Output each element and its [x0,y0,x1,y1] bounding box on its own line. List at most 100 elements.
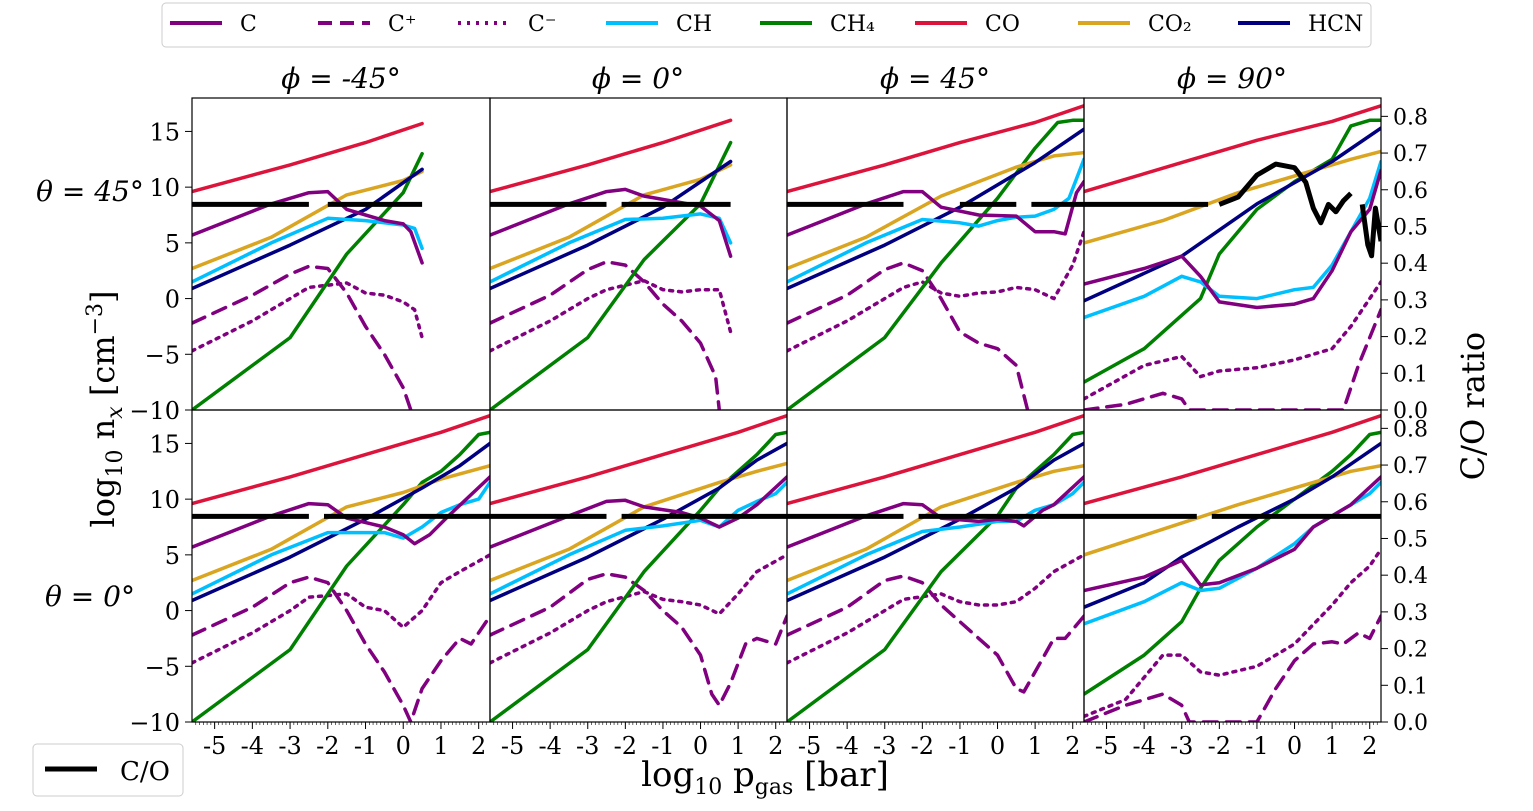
x-tick-label: 1 [730,732,745,760]
right-tick-label: 0.4 [1393,252,1428,277]
right-tick-label: 0.7 [1393,142,1428,167]
series-line-ch4 [490,140,733,410]
series-line-hcn [787,127,1084,291]
legend-label: C [240,12,257,37]
x-tick-label: 1 [1027,732,1042,760]
right-tick-label: 0.6 [1393,179,1428,204]
series-line-ch4 [192,430,490,722]
x-tick-label: -1 [354,732,377,760]
series-line-c-plus [1084,614,1381,722]
legend-label: HCN [1308,12,1363,37]
right-axis-label: C/O ratio [1454,332,1492,480]
series-line-co2 [490,461,787,583]
series-line-c-minus [1084,280,1381,401]
y-tick-label: −5 [145,341,180,369]
series-line-c [787,179,1084,237]
series-line-c-plus [490,260,722,410]
column-title-2: ϕ = 0° [592,62,684,95]
x-axis-label: log10 pgas [bar] [641,755,889,800]
series-line-c-minus [787,229,1084,353]
series-line-c [192,189,424,265]
series-line-c [1084,475,1381,593]
series-line-c-minus [490,553,787,665]
legend-entry-1: C [170,12,257,37]
series-line-ch4 [1084,118,1381,384]
x-tick-label: -5 [203,732,226,760]
series-line-c [490,475,787,549]
series-line-co [192,121,424,194]
right-tick-label: 0.3 [1393,601,1428,626]
series-line-co2 [1084,149,1381,245]
series-line-ch4 [1084,430,1381,696]
panel-r2-c3: -5 -4 -3 -2 -1 0 1 2 [786,409,1085,760]
panel-r1-c4: 0.8 0.7 0.6 0.5 0.4 0.3 0.2 0.1 0.0 [1083,97,1428,424]
legend-entry-6: CO [915,12,1020,37]
x-tick-label: -1 [1245,732,1268,760]
legend-label: C⁺ [388,12,416,37]
series-line-c-plus [192,575,490,722]
x-tick-label: -2 [316,732,339,760]
series-line-co2 [1084,463,1381,557]
series-line-hcn [490,159,733,291]
x-tick-label: 1 [1324,732,1339,760]
x-tick-label: -4 [1132,732,1155,760]
co-ratio-line [1084,161,1381,259]
x-tick-label: -4 [538,732,561,760]
series-line-hcn [1084,441,1381,609]
series-line-ch [192,216,424,284]
series-line-ch4 [787,118,1084,410]
legend-entry-7: CO₂ [1078,12,1192,37]
x-tick-label: -5 [1095,732,1118,760]
x-tick-label: 2 [1065,732,1080,760]
series-line-hcn [490,441,787,603]
legend-entry-8: HCN [1238,12,1363,37]
x-tick-label: -5 [501,732,524,760]
y-tick-label: 15 [149,430,180,458]
x-tick-label: 2 [471,732,486,760]
right-tick-label: 0.7 [1393,454,1428,479]
x-tick-label: -3 [1170,732,1193,760]
series-line-ch [490,212,733,284]
x-tick-label: -2 [614,732,637,760]
right-tick-label: 0.6 [1393,491,1428,516]
y-tick-label: −10 [129,397,180,425]
legend-entry-3: C⁻ [458,12,556,37]
series-line-co [1084,104,1381,194]
panel-r1-c3 [786,97,1085,411]
legend-label: CO [985,12,1020,37]
x-tick-label: 1 [433,732,448,760]
x-tick-label: -2 [1208,732,1231,760]
panel-frame [786,409,1085,723]
panel-frame [1083,409,1382,723]
panel-r2-c4: -5 -4 -3 -2 -1 0 1 2 0.8 0.7 0.6 0.5 0.4 0.3 0.2 0.1 0.0 [1083,409,1428,760]
x-tick-label: 0 [396,732,411,760]
panel-r1-c2 [489,97,788,411]
series-line-c [1084,168,1381,310]
panel-frame [489,409,788,723]
panel-r1-c1: 15 10 5 0 −5 −10 [129,97,491,425]
x-tick-label: -4 [835,732,858,760]
row-label-2: θ = 0° [45,580,135,613]
series-line-c [787,475,1084,549]
series-line-c-plus [787,574,1084,694]
series-line-c-plus [1084,307,1381,410]
panel-frame [191,97,491,411]
series-line-c-plus [192,264,413,410]
y-tick-label: 5 [165,542,180,570]
x-tick-label: 2 [1362,732,1377,760]
right-tick-label: 0.5 [1393,215,1428,240]
column-title-1: ϕ = -45° [281,62,400,95]
co-legend-label: C/O [120,757,170,787]
panel-frame [191,409,491,723]
series-line-co2 [787,463,1084,583]
right-tick-label: 0.4 [1393,564,1428,589]
series-line-hcn [192,441,490,603]
x-tick-label: 0 [693,732,708,760]
legend-label: CH₄ [830,12,875,37]
x-tick-label: -5 [798,732,821,760]
y-tick-label: 5 [165,230,180,258]
y-tick-label: −10 [129,709,180,737]
x-tick-label: 0 [990,732,1005,760]
series-line-c-minus [787,553,1084,665]
